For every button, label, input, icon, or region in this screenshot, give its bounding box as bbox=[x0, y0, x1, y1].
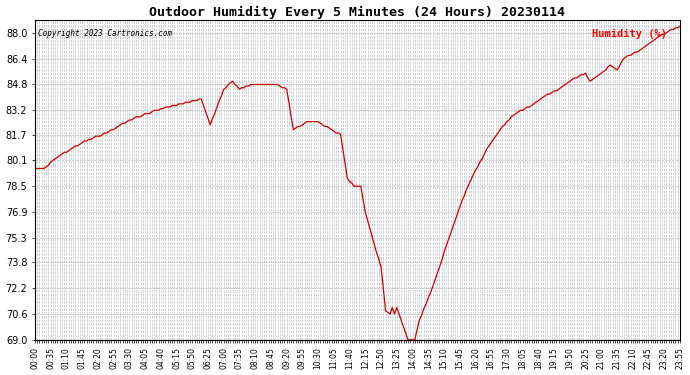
Text: Copyright 2023 Cartronics.com: Copyright 2023 Cartronics.com bbox=[38, 29, 172, 38]
Title: Outdoor Humidity Every 5 Minutes (24 Hours) 20230114: Outdoor Humidity Every 5 Minutes (24 Hou… bbox=[150, 6, 565, 19]
Text: Humidity (%): Humidity (%) bbox=[592, 29, 667, 39]
